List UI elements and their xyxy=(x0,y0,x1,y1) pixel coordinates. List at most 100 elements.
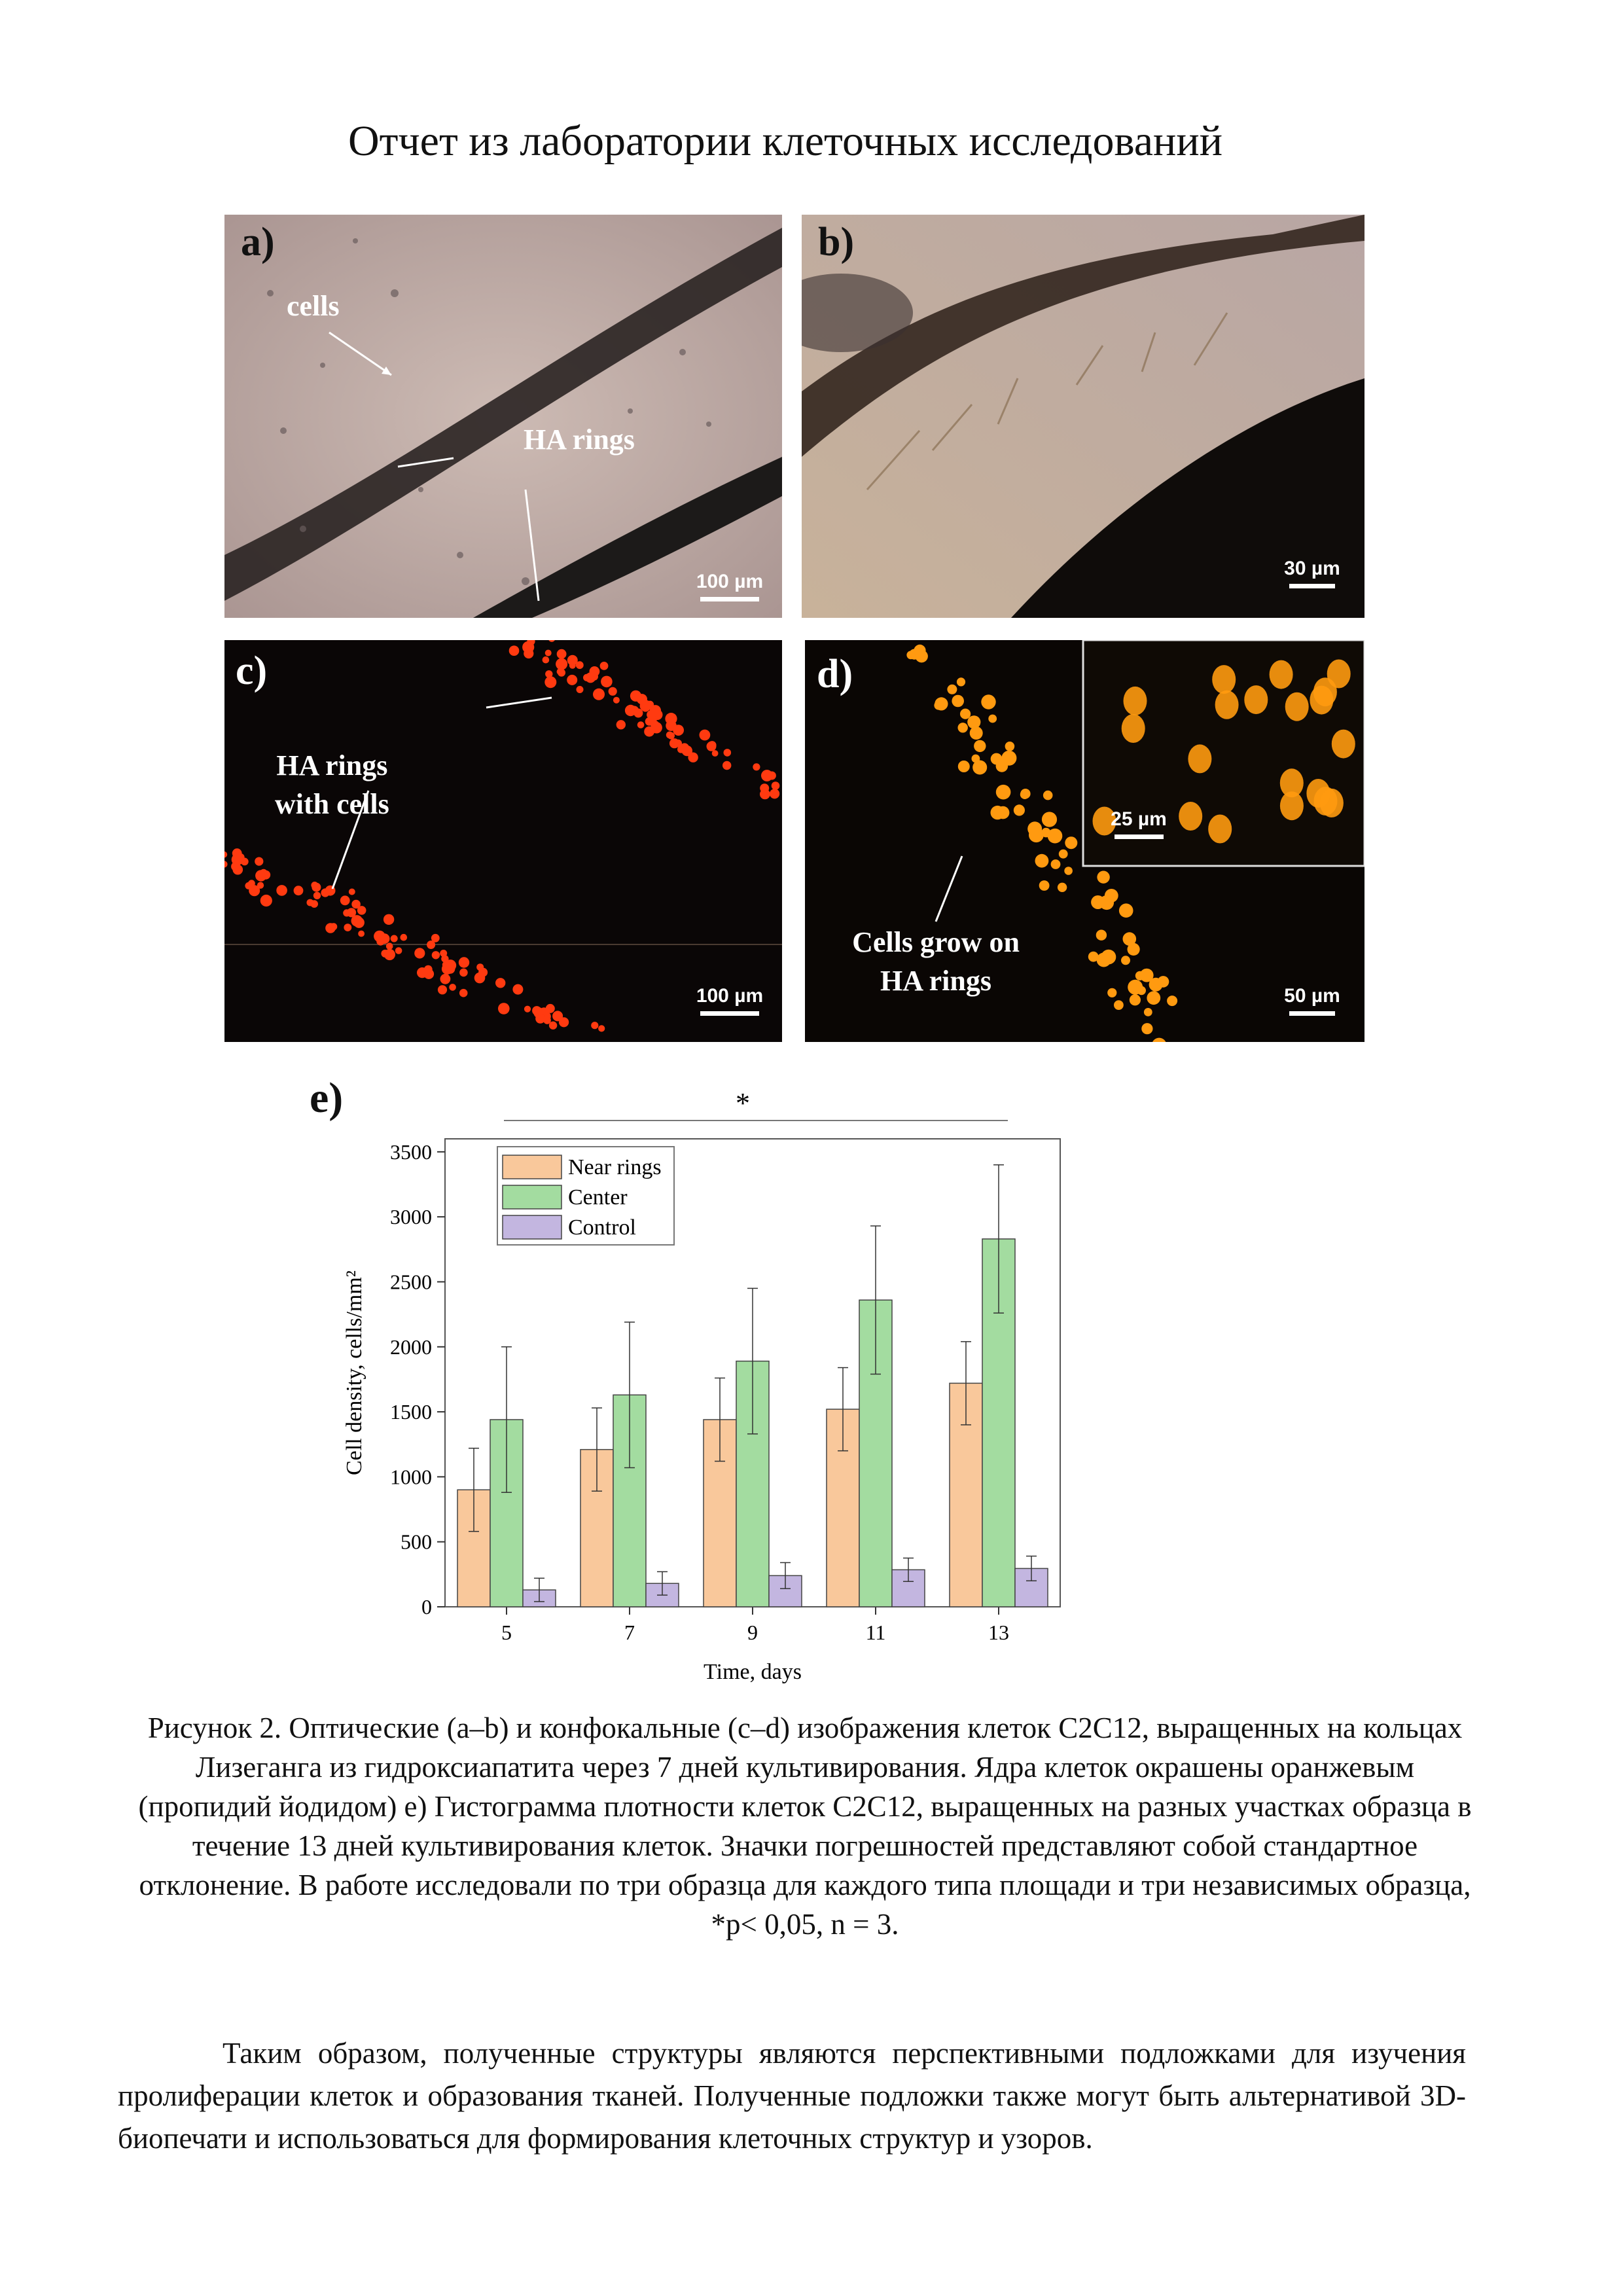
nucleus-dot xyxy=(583,673,591,681)
nucleus-dot xyxy=(1137,986,1146,996)
nucleus-dot xyxy=(1013,804,1025,816)
nucleus-dot xyxy=(770,789,780,799)
nucleus-dot xyxy=(524,1005,531,1013)
x-tick-label: 7 xyxy=(624,1621,635,1644)
arrow-line xyxy=(486,696,552,709)
figure-caption: Рисунок 2. Оптические (a–b) и конфокальн… xyxy=(138,1712,1472,1941)
nucleus-dot xyxy=(330,923,338,931)
nucleus-dot xyxy=(1050,859,1061,869)
panel-label-b: b) xyxy=(818,220,855,264)
nucleus-dot xyxy=(1157,976,1169,988)
panel-label-d: d) xyxy=(817,652,853,696)
nucleus-dot xyxy=(906,651,916,660)
annotation-cells: cells xyxy=(287,290,340,322)
nucleus-dot xyxy=(633,708,643,718)
nucleus-dot xyxy=(957,761,970,772)
nucleus-dot xyxy=(971,754,980,763)
nucleus-dot xyxy=(1064,867,1073,875)
nucleus-dot xyxy=(723,749,732,757)
nucleus-dot xyxy=(400,933,408,941)
nucleus-dot xyxy=(608,687,617,696)
y-axis-label: Cell density, cells/mm² xyxy=(342,1270,366,1475)
nucleus-dot xyxy=(445,963,455,974)
nucleus-dot xyxy=(535,1014,545,1024)
nucleus-dot xyxy=(969,726,983,740)
nucleus-dot xyxy=(673,725,684,736)
nucleus-dot xyxy=(240,857,249,866)
nucleus-dot xyxy=(340,895,350,906)
annotation-ha-rings-with-cells: HA rings with cells xyxy=(275,746,389,824)
nucleus-dot xyxy=(1107,988,1117,997)
y-tick-label: 3000 xyxy=(390,1205,432,1229)
y-tick-label: 500 xyxy=(401,1530,432,1554)
nucleus-dot xyxy=(706,741,717,751)
nucleus-dot xyxy=(957,723,968,733)
nucleus-dot xyxy=(276,885,287,896)
nucleus-dot xyxy=(1058,849,1068,859)
y-tick-label: 2000 xyxy=(390,1335,432,1359)
nucleus-dot xyxy=(665,713,677,725)
nucleus-dot xyxy=(544,649,552,656)
inset-nucleus xyxy=(1244,685,1268,715)
nucleus-dot xyxy=(1027,821,1043,836)
nucleus-dot xyxy=(1121,956,1130,965)
nucleus-dot xyxy=(293,886,304,896)
nucleus-dot xyxy=(637,721,645,728)
legend: Near rings Center Control xyxy=(497,1146,675,1246)
nucleus-dot xyxy=(395,947,402,954)
nucleus-dot xyxy=(644,726,654,737)
nucleus-dot xyxy=(548,1021,558,1030)
y-tick-label: 3500 xyxy=(390,1140,432,1164)
nucleus-dot xyxy=(593,688,605,700)
x-tick-label: 13 xyxy=(988,1621,1009,1644)
nucleus-dot xyxy=(1041,812,1058,827)
inset-nucleus xyxy=(1319,788,1344,817)
nucleus-dot xyxy=(351,899,361,909)
nucleus-dot xyxy=(567,674,578,685)
nucleus-dot xyxy=(545,1003,555,1013)
nucleus-dot xyxy=(761,770,773,781)
legend-swatch xyxy=(502,1185,562,1210)
legend-swatch xyxy=(502,1155,562,1179)
nucleus-dot xyxy=(677,745,685,753)
legend-swatch xyxy=(502,1215,562,1240)
nucleus-dot xyxy=(1005,742,1015,751)
inset-nucleus xyxy=(1285,692,1309,721)
legend-label: Near rings xyxy=(568,1155,662,1179)
nucleus-dot xyxy=(437,985,448,995)
nucleus-dot xyxy=(313,891,321,899)
nucleus-dot xyxy=(1139,968,1154,982)
nucleus-dot xyxy=(431,933,440,942)
nucleus-dot xyxy=(1152,1037,1166,1042)
nucleus-dot xyxy=(556,658,568,670)
nucleus-dot xyxy=(383,914,395,925)
nucleus-dot xyxy=(624,704,637,717)
nucleus-dot xyxy=(495,978,506,988)
nucleus-dot xyxy=(522,641,535,653)
legend-label: Center xyxy=(568,1185,628,1210)
nucleus-dot xyxy=(1127,942,1140,956)
scale-bar-b: 30 µm xyxy=(1273,558,1351,588)
nucleus-dot xyxy=(381,949,389,958)
nucleus-dot xyxy=(753,763,760,771)
nucleus-dot xyxy=(321,888,330,897)
nucleus-dot xyxy=(649,715,657,723)
bar-chart: 0 500 1000 1500 2000 2500 3000 3500 5 7 9 11 13 Time,… xyxy=(314,1073,1099,1702)
nucleus-dot xyxy=(306,899,314,906)
arrow-line xyxy=(935,855,963,922)
nucleus-dot xyxy=(1020,789,1031,799)
inset-nucleus xyxy=(1331,729,1355,759)
nucleus-dot xyxy=(1043,790,1053,800)
nucleus-dot xyxy=(649,705,662,717)
arrow-line xyxy=(331,790,370,889)
nucleus-dot xyxy=(589,666,600,677)
nucleus-dot xyxy=(224,851,228,858)
nucleus-dot xyxy=(995,760,1008,772)
annotation-ha-rings: HA rings xyxy=(524,423,635,456)
nucleus-dot xyxy=(545,670,553,678)
nucleus-dot xyxy=(1118,903,1133,918)
nucleus-dot xyxy=(760,789,770,800)
inset-nucleus xyxy=(1279,791,1304,821)
nucleus-dot xyxy=(1096,929,1107,941)
nucleus-dot xyxy=(1088,951,1099,962)
